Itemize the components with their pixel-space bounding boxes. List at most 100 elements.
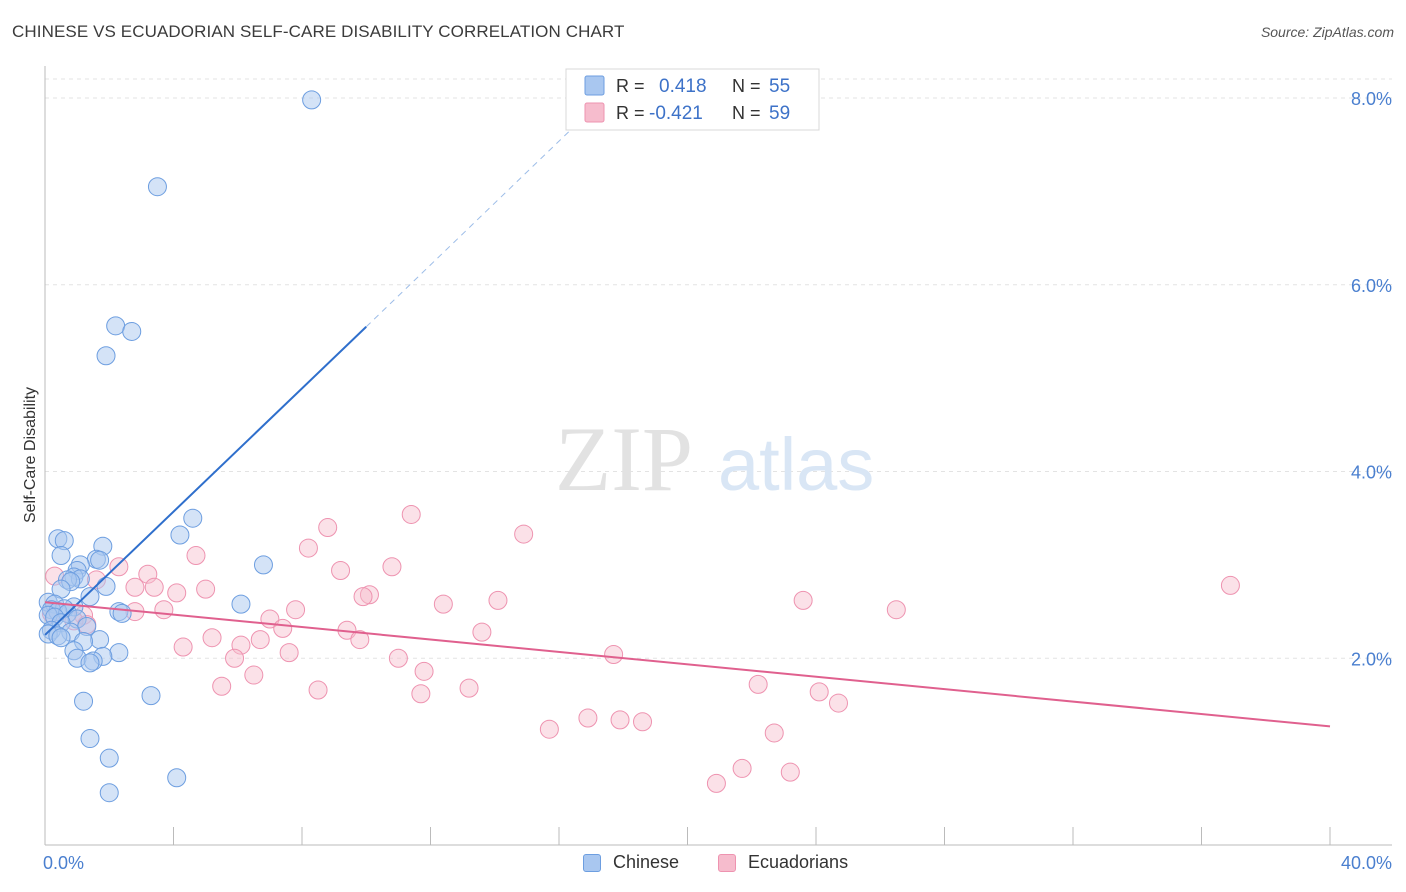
axis-layer: 2.0% 4.0% 6.0% 8.0% 0.0% 40.0%: [43, 66, 1392, 873]
ecuadorian-point: [488, 590, 508, 610]
chinese-point: [80, 653, 100, 673]
ecuadorian-point: [279, 643, 299, 663]
ecuadorian-point: [173, 637, 193, 657]
ecuadorian-trend-line: [44, 601, 1331, 728]
ecuadorian-point: [793, 590, 813, 610]
legend-item-chinese: Chinese: [583, 852, 679, 873]
chinese-point: [183, 508, 203, 528]
ecuadorian-point: [828, 693, 848, 713]
ecuadorian-points: [41, 504, 1240, 793]
ecuadorian-point: [809, 682, 829, 702]
watermark-zip: ZIP: [555, 408, 693, 510]
chinese-legend-swatch: [583, 853, 601, 872]
ecuadorian-point: [414, 661, 434, 681]
ecuadorian-point: [353, 587, 373, 607]
ecuadorian-point: [472, 622, 492, 642]
chinese-point: [90, 550, 110, 570]
source-label: Source: ZipAtlas.com: [1260, 24, 1394, 40]
y-axis-title: Self-Care Disability: [22, 387, 39, 523]
ecuadorian-point: [748, 674, 768, 694]
ecuadorian-point: [154, 600, 174, 620]
ecuadorian-point: [308, 680, 328, 700]
ecuadorian-point: [706, 773, 726, 793]
ecuadorian-point: [286, 600, 306, 620]
ecuadorian-point: [125, 577, 145, 597]
ecuadorian-point: [780, 762, 800, 782]
chinese-point: [122, 321, 142, 341]
ecuadorian-point: [633, 712, 653, 732]
legend-n-label-chinese: N =: [732, 76, 761, 96]
ecuadorian-point: [250, 630, 270, 650]
ecuadorian-point: [610, 710, 630, 730]
legend-label-chinese: Chinese: [613, 852, 680, 872]
ecuadorian-point: [1220, 575, 1240, 595]
chinese-point: [51, 628, 71, 648]
ecuadorian-point: [886, 600, 906, 620]
ecuadorian-point: [388, 648, 408, 668]
x-tick-label-max: 40.0%: [1341, 853, 1392, 873]
legend-n-label-ecuadorian: N =: [732, 103, 761, 123]
ecuadorian-point: [186, 546, 206, 566]
legend-r-value-ecuadorian: -0.421: [649, 103, 703, 124]
watermark-atlas: atlas: [718, 423, 874, 506]
y-tick-label: 2.0%: [1351, 649, 1392, 669]
chinese-point: [170, 525, 190, 545]
ecuadorian-point: [298, 538, 318, 558]
chinese-point: [109, 643, 129, 663]
chinese-point: [96, 576, 116, 596]
ecuadorian-point: [382, 557, 402, 577]
chinese-point: [51, 546, 71, 566]
legend-r-label-chinese: R =: [616, 76, 645, 96]
chinese-point: [96, 346, 116, 366]
watermark: ZIP atlas: [555, 408, 874, 510]
chinese-point: [74, 691, 94, 711]
ecuadorian-point: [411, 684, 431, 704]
series-legend: Chinese Ecuadorians: [0, 852, 1406, 878]
chinese-point: [147, 177, 167, 197]
ecuadorian-point: [202, 628, 222, 648]
legend-n-value-chinese: 55: [769, 76, 790, 97]
ecuadorian-point: [196, 579, 216, 599]
ecuadorian-point: [539, 719, 559, 739]
legend-label-ecuadorians: Ecuadorians: [748, 852, 849, 872]
x-tick-label-min: 0.0%: [43, 853, 84, 873]
chinese-point: [99, 748, 119, 768]
ecuadorian-point: [225, 648, 245, 668]
chinese-point: [231, 594, 251, 614]
chinese-point: [112, 603, 132, 623]
chinese-trend-line: [44, 326, 367, 636]
ecuadorian-point: [244, 665, 264, 685]
chinese-point: [141, 686, 161, 706]
chinese-point: [167, 768, 187, 788]
y-tick-label: 8.0%: [1351, 89, 1392, 109]
chinese-swatch: [584, 75, 605, 96]
ecuadorian-point: [401, 504, 421, 524]
ecuadorian-point: [764, 723, 784, 743]
ecuadorian-point: [433, 594, 453, 614]
ecuadorian-legend-swatch: [718, 853, 736, 872]
chinese-point: [90, 630, 110, 650]
chinese-point: [80, 729, 100, 749]
ecuadorian-point: [350, 630, 370, 650]
trend-lines: [44, 119, 1331, 728]
ecuadorian-point: [604, 645, 624, 665]
ecuadorian-point: [144, 577, 164, 597]
legend-r-value-chinese: 0.418: [659, 76, 707, 97]
legend-r-label-ecuadorian: R =: [616, 103, 645, 123]
legend-n-value-ecuadorian: 59: [769, 103, 790, 124]
correlation-legend: R = 0.418 N = 55 R = -0.421 N = 59: [565, 68, 820, 131]
chinese-trend-extension: [365, 119, 582, 328]
chinese-point: [302, 90, 322, 110]
ecuadorian-point: [318, 518, 338, 538]
ecuadorian-point: [514, 524, 534, 544]
grid-layer: [45, 78, 1392, 659]
y-tick-label: 6.0%: [1351, 276, 1392, 296]
ecuadorian-point: [212, 676, 232, 696]
chinese-point: [99, 783, 119, 803]
ecuadorian-point: [331, 560, 351, 580]
ecuadorian-point: [167, 583, 187, 603]
legend-item-ecuadorians: Ecuadorians: [718, 852, 848, 873]
chart-title: CHINESE VS ECUADORIAN SELF-CARE DISABILI…: [12, 22, 625, 41]
ecuadorian-point: [359, 585, 379, 605]
